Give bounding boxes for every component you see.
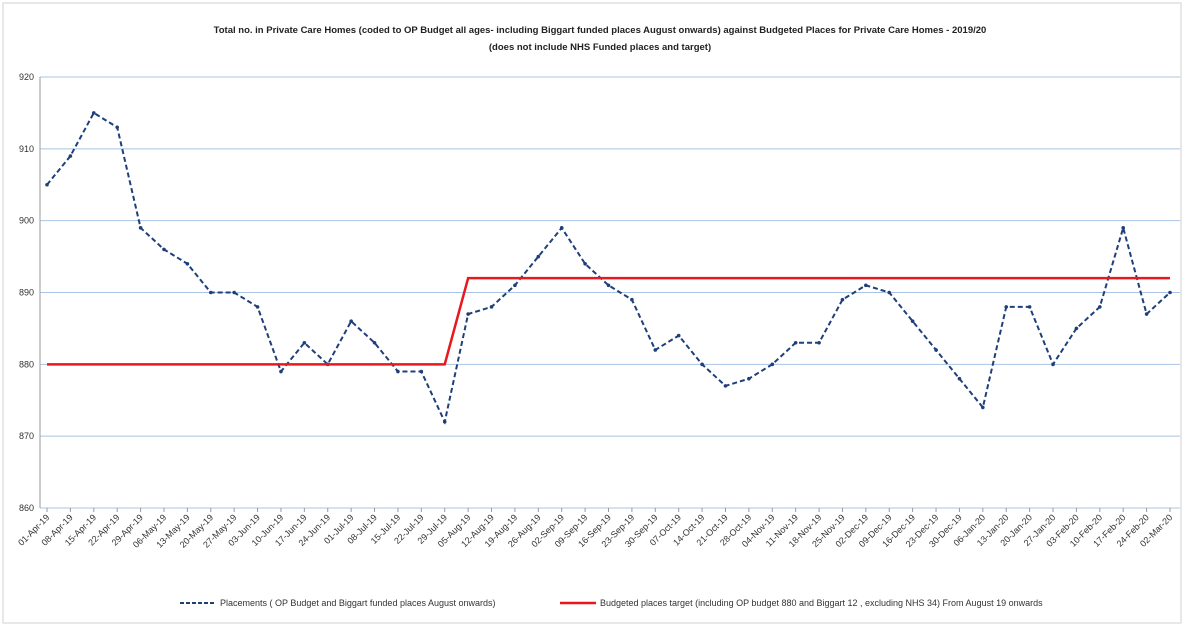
point (957, 376, 962, 381)
point (1027, 305, 1032, 309)
y-tick-label: 880 (19, 359, 34, 369)
series-line (47, 276, 1170, 366)
point (442, 420, 447, 424)
point (185, 261, 190, 266)
point (1098, 305, 1102, 309)
point (536, 254, 541, 259)
point (606, 283, 611, 288)
point (1144, 312, 1149, 316)
point (723, 384, 728, 388)
point (513, 283, 517, 288)
point (466, 312, 470, 316)
point (419, 369, 424, 374)
point (232, 290, 236, 295)
y-tick-label: 910 (19, 144, 34, 154)
point (396, 369, 400, 374)
point (864, 283, 868, 288)
point (583, 261, 587, 266)
point (1168, 290, 1172, 295)
point (910, 319, 915, 324)
point (372, 340, 377, 345)
point (653, 348, 658, 352)
point (887, 290, 892, 295)
legend-label: Placements ( OP Budget and Biggart funde… (220, 598, 496, 608)
point (934, 348, 938, 352)
point (162, 247, 166, 252)
point (115, 125, 119, 130)
point (559, 226, 564, 230)
point (68, 154, 73, 158)
point (817, 340, 821, 345)
point (793, 340, 798, 345)
point (981, 405, 985, 410)
point (676, 333, 681, 338)
chart-title: Total no. in Private Care Homes (coded t… (214, 25, 987, 36)
point (1004, 305, 1009, 309)
point (770, 362, 775, 367)
point (700, 362, 704, 367)
point (1121, 226, 1126, 230)
point (349, 319, 353, 324)
point (1074, 326, 1079, 331)
point (255, 305, 260, 309)
point (138, 226, 143, 230)
point (208, 290, 213, 295)
point (45, 182, 49, 187)
point (747, 376, 751, 381)
point (1051, 362, 1055, 367)
chart-subtitle: (does not include NHS Funded places and … (489, 42, 711, 53)
y-tick-label: 890 (19, 288, 34, 298)
y-tick-label: 920 (19, 72, 34, 82)
point (489, 305, 494, 309)
point (302, 340, 307, 345)
y-tick-label: 900 (19, 216, 34, 226)
point (91, 111, 96, 115)
point (840, 297, 845, 302)
y-tick-label: 860 (19, 503, 34, 513)
y-tick-label: 870 (19, 431, 34, 441)
legend-label: Budgeted places target (including OP bud… (600, 598, 1043, 608)
point (630, 297, 634, 302)
point (279, 369, 283, 374)
